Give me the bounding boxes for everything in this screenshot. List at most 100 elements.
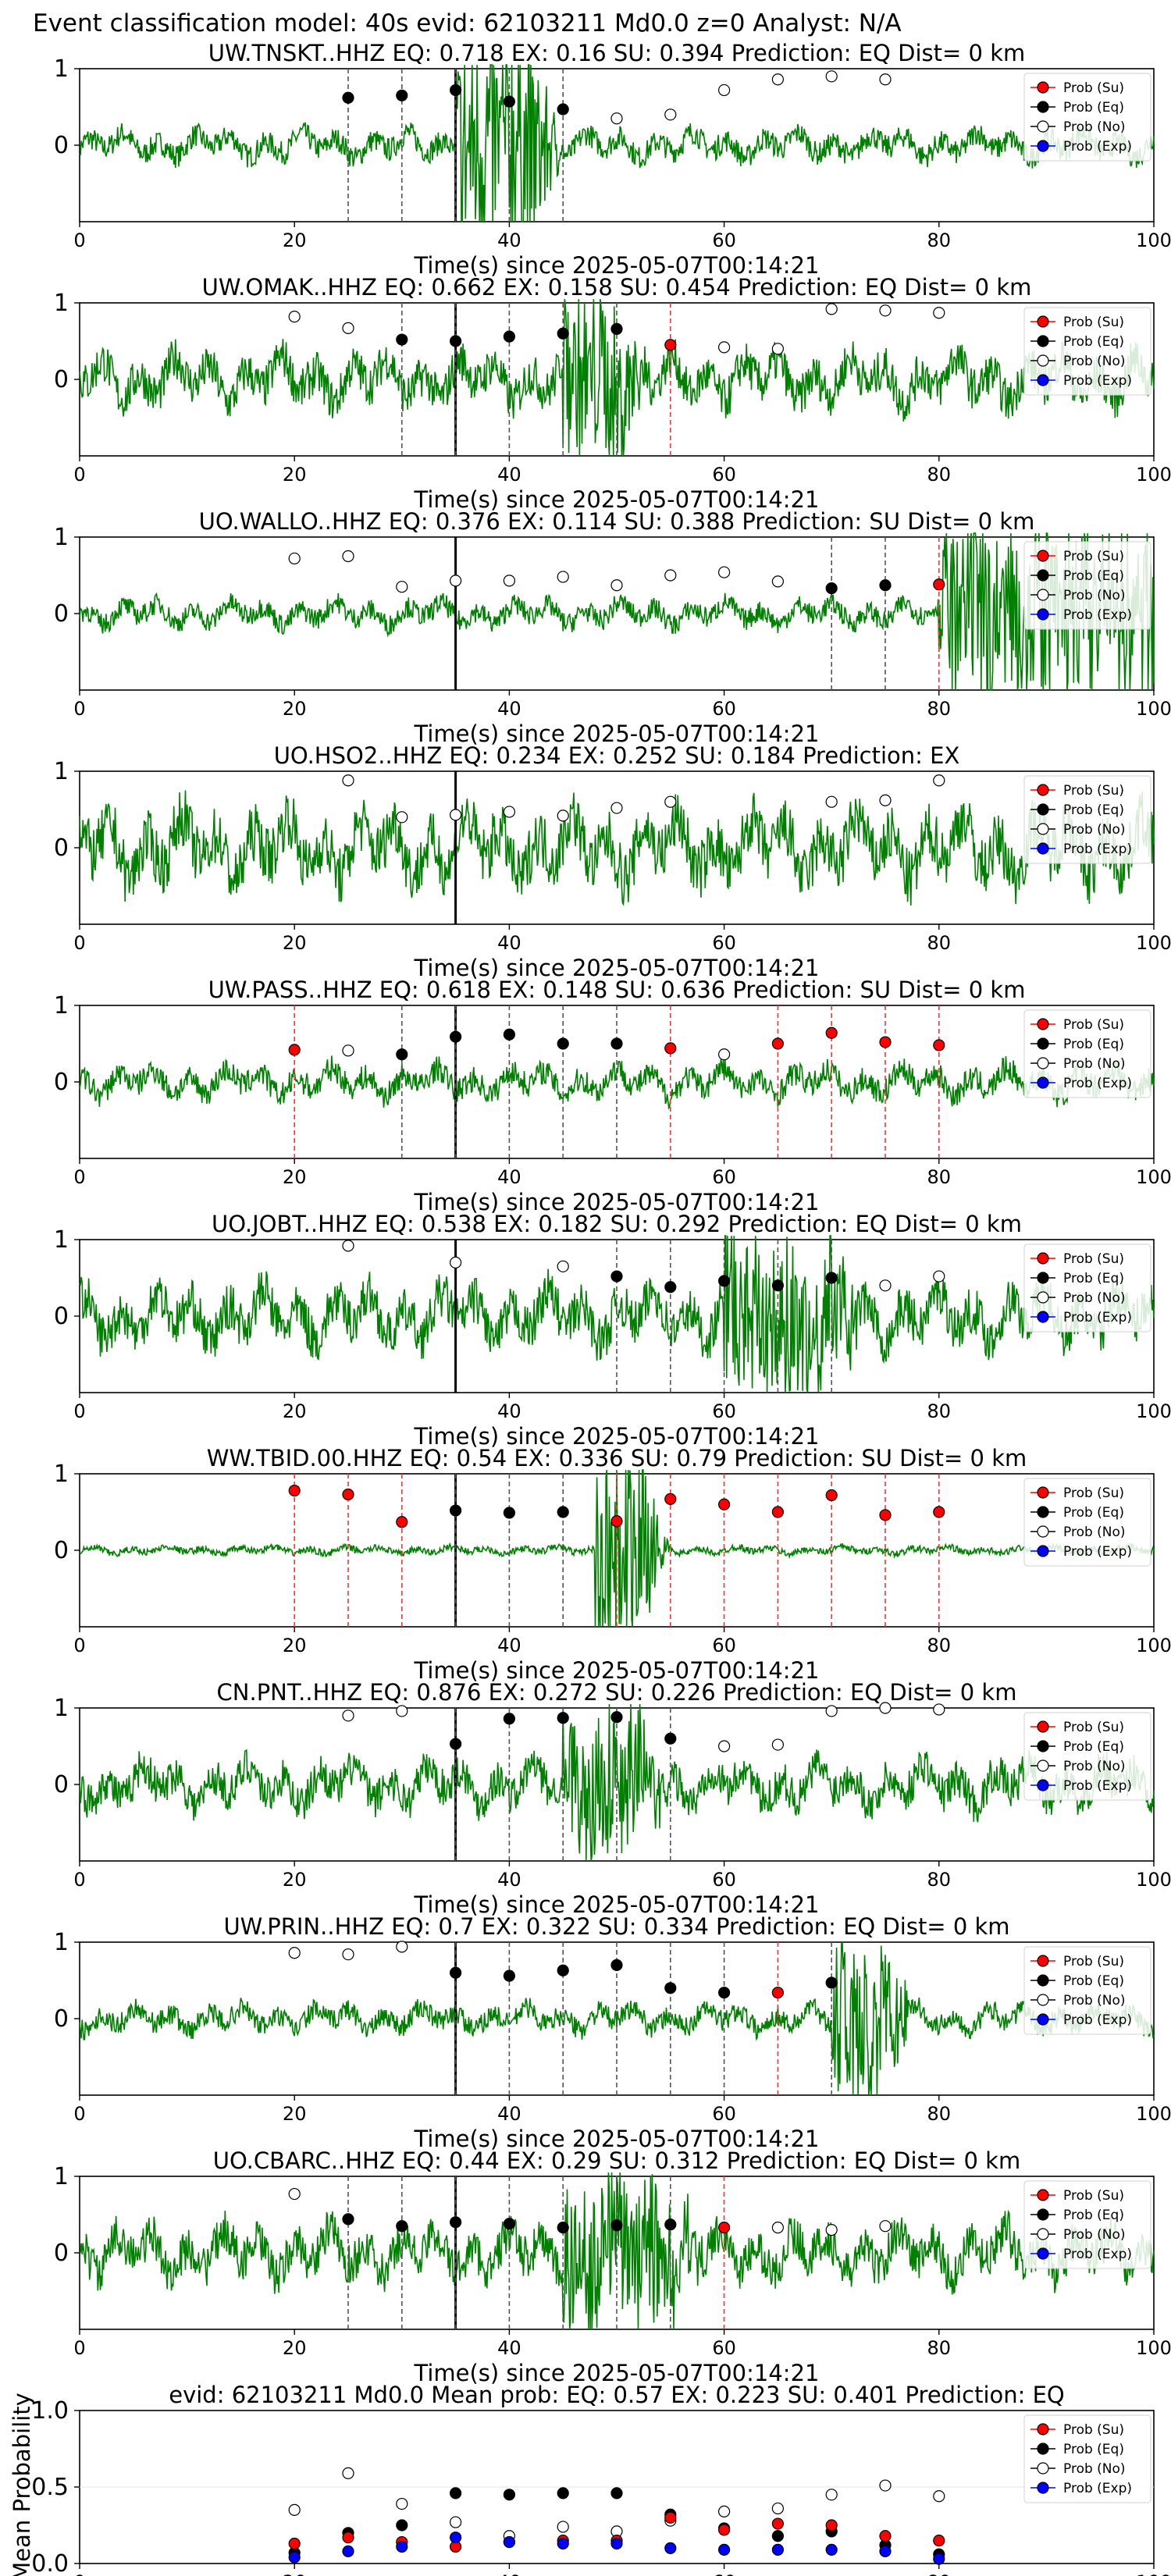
y-tick-label: 0 — [54, 132, 69, 159]
x-tick-label: 20 — [283, 2571, 307, 2576]
x-tick-label: 20 — [283, 2337, 307, 2359]
legend-marker — [1037, 354, 1049, 367]
legend-marker — [1037, 1779, 1049, 1791]
panel-title: UO.JOBT..HHZ EQ: 0.538 EX: 0.182 SU: 0.2… — [212, 1211, 1022, 1237]
legend-marker — [1037, 1759, 1049, 1772]
mean-point-exp — [610, 2537, 623, 2550]
mean-point-no — [342, 2467, 354, 2479]
x-tick-label: 40 — [497, 2337, 521, 2359]
legend-box — [1023, 541, 1151, 630]
point-eq — [557, 1506, 569, 1518]
x-tick-label: 100 — [1136, 2337, 1171, 2359]
x-tick-label: 40 — [497, 229, 521, 251]
x-tick-label: 80 — [927, 932, 952, 954]
legend-marker — [1037, 1740, 1049, 1752]
x-tick-label: 20 — [283, 1869, 307, 1891]
legend-marker — [1037, 2423, 1049, 2435]
mean-point-su — [342, 2532, 354, 2544]
x-tick-label: 20 — [283, 1400, 307, 1422]
x-tick-label: 100 — [1136, 698, 1171, 720]
point-no — [610, 579, 623, 592]
point-no — [825, 303, 838, 315]
point-no — [503, 575, 516, 587]
legend-label: Prob (No) — [1063, 822, 1126, 838]
point-eq — [610, 1711, 623, 1724]
point-eq — [610, 1037, 623, 1050]
legend-label: Prob (Su) — [1063, 1720, 1124, 1735]
mean-point-no — [825, 2489, 838, 2501]
waveform-trace — [79, 790, 1155, 906]
legend-box — [1023, 1712, 1151, 1801]
mean-point-exp — [825, 2543, 838, 2556]
x-tick-label: 40 — [497, 1635, 521, 1656]
point-eq — [557, 1037, 569, 1050]
legend-marker — [1037, 1720, 1049, 1733]
legend-marker — [1037, 374, 1049, 386]
panel-9: UO.CBARC..HHZ EQ: 0.44 EX: 0.29 SU: 0.31… — [54, 2147, 1171, 2386]
point-su — [610, 1515, 623, 1528]
legend-label: Prob (Exp) — [1063, 373, 1132, 389]
mean-point-su — [771, 2517, 785, 2530]
point-eq — [664, 1281, 677, 1293]
point-eq — [610, 1270, 623, 1283]
legend-label: Prob (Su) — [1063, 549, 1124, 564]
point-no — [825, 1705, 838, 1717]
point-no — [342, 1044, 354, 1057]
panel-title: UW.TNSKT..HHZ EQ: 0.718 EX: 0.16 SU: 0.3… — [208, 40, 1026, 66]
x-tick-label: 60 — [712, 1166, 736, 1188]
y-tick-label: 1 — [54, 992, 69, 1019]
legend-label: Prob (Exp) — [1063, 607, 1132, 623]
point-no — [396, 1941, 408, 1953]
point-no — [933, 307, 945, 319]
legend-label: Prob (Eq) — [1063, 1739, 1124, 1755]
legend-label: Prob (No) — [1063, 354, 1126, 369]
point-eq — [449, 1030, 462, 1043]
point-no — [342, 550, 354, 563]
point-eq — [503, 1028, 516, 1041]
point-su — [288, 1484, 301, 1497]
legend-marker — [1037, 1506, 1049, 1518]
point-eq — [449, 1966, 462, 1979]
x-tick-label: 20 — [283, 1635, 307, 1656]
point-su — [771, 1987, 785, 1999]
x-tick-label: 80 — [927, 1869, 952, 1891]
y-axis-label: Mean Probability — [9, 2393, 35, 2576]
mean-point-no — [933, 2490, 945, 2503]
point-eq — [342, 91, 354, 104]
point-no — [825, 795, 838, 808]
legend-label: Prob (Eq) — [1063, 2208, 1124, 2223]
point-su — [664, 1042, 677, 1055]
legend-label: Prob (Eq) — [1063, 1271, 1124, 1286]
point-no — [342, 322, 354, 334]
point-no — [396, 811, 408, 824]
x-tick-label: 80 — [927, 1166, 952, 1188]
mean-point-eq — [396, 2519, 408, 2532]
point-eq — [557, 1964, 569, 1976]
point-no — [879, 794, 892, 806]
legend-marker — [1037, 589, 1049, 601]
x-tick-label: 0 — [73, 2337, 85, 2359]
x-tick-label: 100 — [1136, 2103, 1171, 2125]
x-tick-label: 40 — [497, 1869, 521, 1891]
point-eq — [449, 1504, 462, 1517]
point-su — [933, 1039, 945, 1051]
point-eq — [610, 1959, 623, 1971]
legend-label: Prob (Exp) — [1063, 1310, 1132, 1325]
point-no — [664, 109, 677, 121]
legend-marker — [1037, 1311, 1049, 1323]
x-tick-label: 0 — [73, 1400, 85, 1422]
point-no — [449, 809, 462, 821]
mean-point-exp — [771, 2543, 785, 2556]
panel-title: UO.WALLO..HHZ EQ: 0.376 EX: 0.114 SU: 0.… — [199, 508, 1035, 535]
legend-marker — [1037, 608, 1049, 621]
point-eq — [610, 322, 623, 335]
legend-label: Prob (Su) — [1063, 80, 1124, 96]
mean-point-su — [933, 2535, 945, 2547]
y-tick-label: 1 — [54, 2163, 69, 2190]
x-tick-label: 20 — [283, 464, 307, 486]
y-tick-label: 1.0 — [31, 2397, 69, 2425]
point-eq — [503, 1507, 516, 1519]
y-tick-label: 0 — [54, 1303, 69, 1330]
waveform-trace — [79, 64, 1155, 222]
x-tick-label: 60 — [712, 2337, 736, 2359]
